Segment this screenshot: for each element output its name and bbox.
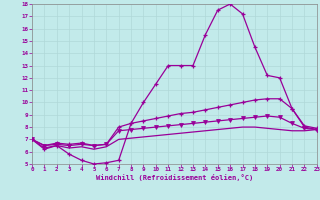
X-axis label: Windchill (Refroidissement éolien,°C): Windchill (Refroidissement éolien,°C) — [96, 174, 253, 181]
